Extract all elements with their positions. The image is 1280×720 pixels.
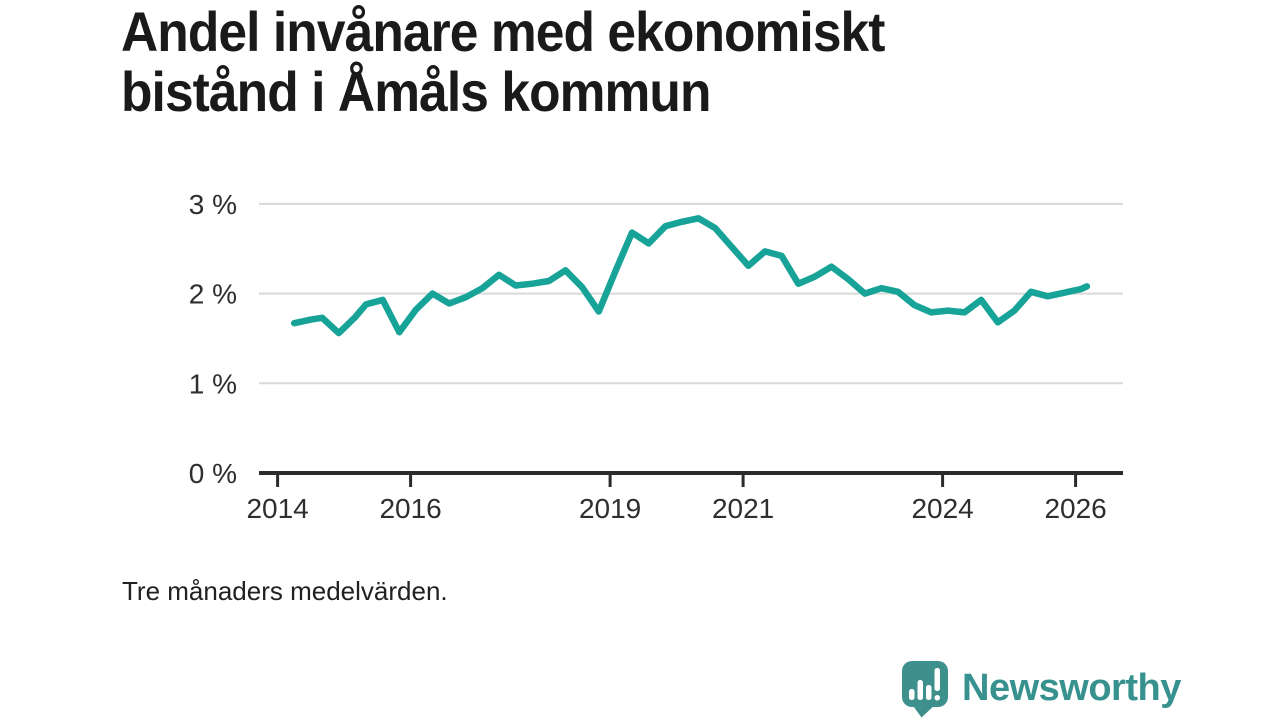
newsworthy-logo-icon: [902, 661, 948, 718]
data-line: [290, 215, 1091, 337]
y-axis-tick-label: 2 %: [189, 279, 237, 310]
logo-bar-1: [909, 689, 915, 700]
logo-exclamation-dot: [934, 695, 940, 701]
logo-bar-2: [917, 680, 923, 700]
chart-title: Andel invånare med ekonomiskt bistånd i …: [121, 2, 1041, 122]
logo-bubble: [902, 661, 948, 707]
x-axis-tick-label: 2024: [911, 493, 973, 524]
x-axis-tick-label: 2021: [712, 493, 774, 524]
y-axis-tick-label: 1 %: [189, 368, 237, 399]
x-axis-tick-label: 2016: [379, 493, 441, 524]
x-axis-tick-label: 2026: [1044, 493, 1106, 524]
newsworthy-branding: Newsworthy: [897, 656, 1181, 720]
y-axis-tick-label: 0 %: [189, 458, 237, 489]
y-axis-tick-label: 3 %: [189, 189, 237, 220]
chart-title-line-2: bistånd i Åmåls kommun: [121, 60, 711, 123]
logo-exclamation-bar: [934, 668, 940, 691]
chart-footnote: Tre månaders medelvärden.: [122, 576, 448, 606]
logo-bar-3: [926, 685, 932, 700]
brand-name: Newsworthy: [962, 666, 1181, 709]
x-axis-tick-label: 2019: [579, 493, 641, 524]
x-axis-tick-label: 2014: [246, 493, 308, 524]
chart-title-line-1: Andel invånare med ekonomiskt: [121, 0, 885, 63]
